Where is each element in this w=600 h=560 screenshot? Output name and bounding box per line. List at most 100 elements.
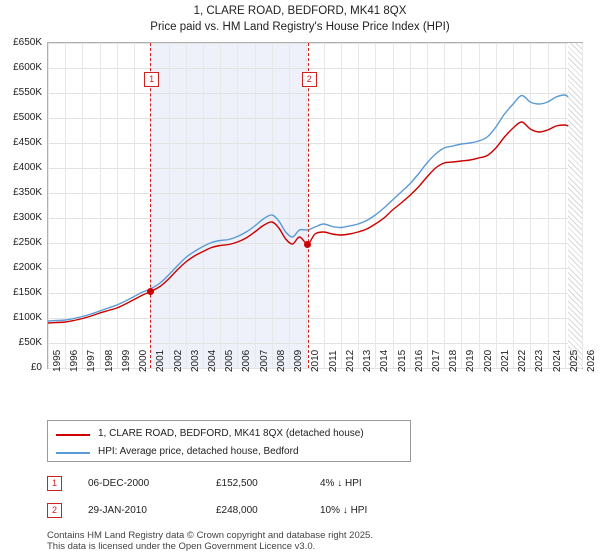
gridline-vertical <box>99 43 101 368</box>
y-tick-label: £600K <box>13 62 42 73</box>
y-tick-label: £450K <box>13 137 42 148</box>
gridline-vertical <box>426 43 428 368</box>
highlight-band <box>150 43 308 368</box>
x-tick-label: 2018 <box>448 349 460 372</box>
x-tick-label: 2013 <box>362 349 374 372</box>
x-tick-label: 1995 <box>52 349 63 372</box>
footer-notice: Contains HM Land Registry data © Crown c… <box>47 530 587 552</box>
gridline-horizontal <box>48 168 582 169</box>
x-tick-label: 2014 <box>379 349 391 372</box>
x-tick-label: 1997 <box>86 349 98 372</box>
gridline-horizontal <box>48 343 582 344</box>
gridline-horizontal <box>48 43 582 44</box>
event-vertical-line <box>150 43 152 368</box>
x-tick-label: 2017 <box>430 349 442 372</box>
gridline-vertical <box>306 43 308 368</box>
event-price-1: £152,500 <box>216 478 258 489</box>
gridline-vertical <box>461 43 463 368</box>
sale-point <box>304 240 312 248</box>
gridline-vertical <box>495 43 497 368</box>
y-tick-label: £650K <box>13 37 42 48</box>
y-tick-label: £300K <box>13 212 42 223</box>
x-tick-label: 2001 <box>155 349 167 372</box>
x-tick-label: 2005 <box>224 349 236 372</box>
x-tick-label: 2023 <box>534 349 546 372</box>
gridline-horizontal <box>48 93 582 94</box>
sale-point <box>146 288 154 296</box>
x-tick-label: 2002 <box>172 349 184 372</box>
y-tick-label: £100K <box>13 312 42 323</box>
gridline-vertical <box>289 43 291 368</box>
gridline-vertical <box>444 43 446 368</box>
gridline-vertical <box>220 43 222 368</box>
x-tick-label: 2006 <box>241 349 253 372</box>
event-delta-1: 4% ↓ HPI <box>320 478 362 489</box>
gridline-vertical <box>530 43 532 368</box>
gridline-horizontal <box>48 318 582 319</box>
x-tick-label: 2003 <box>189 349 201 372</box>
chart-event-marker: 2 <box>301 72 317 87</box>
y-tick-label: £250K <box>13 237 42 248</box>
gridline-horizontal <box>48 118 582 119</box>
event-marker-2: 2 <box>47 503 62 518</box>
y-tick-label: £50K <box>18 337 42 348</box>
gridline-vertical <box>392 43 394 368</box>
gridline-vertical <box>185 43 187 368</box>
gridline-vertical <box>582 43 583 368</box>
gridline-vertical <box>237 43 239 368</box>
gridline-vertical <box>116 43 118 368</box>
gridline-horizontal <box>48 243 582 244</box>
event-date-2: 29-JAN-2010 <box>88 505 147 516</box>
gridline-vertical <box>513 43 515 368</box>
gridline-horizontal <box>48 193 582 194</box>
gridline-vertical <box>168 43 170 368</box>
x-tick-label: 2026 <box>586 349 597 372</box>
gridline-horizontal <box>48 368 582 369</box>
x-tick-label: 2020 <box>482 349 494 372</box>
event-price-2: £248,000 <box>216 505 258 516</box>
x-tick-label: 2008 <box>275 349 287 372</box>
gridline-vertical <box>358 43 360 368</box>
x-tick-label: 2015 <box>396 349 408 372</box>
gridline-horizontal <box>48 293 582 294</box>
x-tick-label: 2022 <box>517 349 529 372</box>
footer-line-2: This data is licensed under the Open Gov… <box>47 541 316 552</box>
gridline-vertical <box>478 43 480 368</box>
legend-label-0: 1, CLARE ROAD, BEDFORD, MK41 8QX (detach… <box>98 428 364 439</box>
x-tick-label: 1996 <box>69 349 81 372</box>
gridline-vertical <box>564 43 566 368</box>
gridline-horizontal <box>48 68 582 69</box>
x-tick-label: 2016 <box>413 349 425 372</box>
gridline-vertical <box>340 43 342 368</box>
y-tick-label: £400K <box>13 162 42 173</box>
gridline-vertical <box>375 43 377 368</box>
y-tick-label: £350K <box>13 187 42 198</box>
footer-line-1: Contains HM Land Registry data © Crown c… <box>47 530 373 541</box>
x-tick-label: 2021 <box>499 349 511 372</box>
x-tick-label: 2010 <box>310 349 322 372</box>
gridline-vertical <box>203 43 205 368</box>
forecast-hatched-region <box>568 43 582 368</box>
gridline-vertical <box>48 43 49 368</box>
x-tick-label: 2009 <box>293 349 305 372</box>
chart-legend: 1, CLARE ROAD, BEDFORD, MK41 8QX (detach… <box>47 420 411 462</box>
gridline-horizontal <box>48 268 582 269</box>
event-date-1: 06-DEC-2000 <box>88 478 150 489</box>
x-tick-label: 2019 <box>465 349 477 372</box>
event-delta-2: 10% ↓ HPI <box>320 505 368 516</box>
x-tick-label: 2024 <box>551 349 563 372</box>
legend-label-1: HPI: Average price, detached house, Bedf… <box>98 446 299 457</box>
gridline-vertical <box>254 43 256 368</box>
x-tick-label: 2007 <box>258 349 270 372</box>
y-tick-label: £200K <box>13 262 42 273</box>
legend-swatch-1 <box>56 452 90 454</box>
x-tick-label: 2011 <box>327 350 339 372</box>
chart-event-marker: 1 <box>144 72 160 87</box>
y-tick-label: £150K <box>13 287 42 298</box>
gridline-horizontal <box>48 218 582 219</box>
x-tick-label: 2004 <box>207 349 219 372</box>
page-title: 1, CLARE ROAD, BEDFORD, MK41 8QX <box>193 5 407 17</box>
y-tick-label: £550K <box>13 87 42 98</box>
